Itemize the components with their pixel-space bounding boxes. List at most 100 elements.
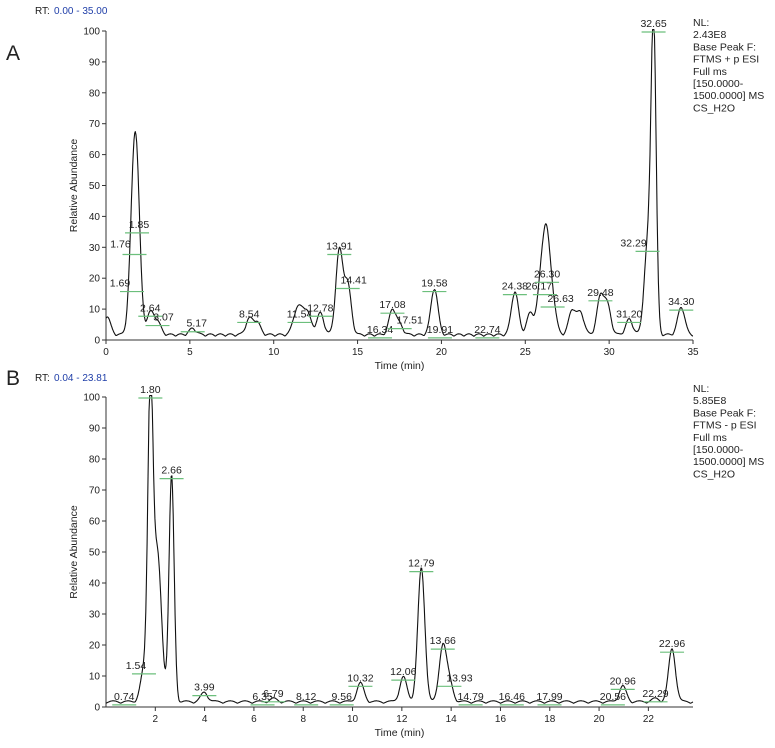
- peak-label: 1.54: [126, 660, 147, 672]
- x-tick-label: 4: [202, 714, 208, 725]
- x-tick-label: 8: [300, 714, 306, 725]
- y-axis-title: Relative Abundance: [68, 505, 80, 599]
- peak-label: 2.66: [161, 465, 182, 477]
- peak-label: 32.65: [640, 18, 666, 30]
- y-tick-label: 20: [89, 274, 101, 285]
- x-tick-label: 22: [643, 714, 655, 725]
- chromatogram-trace: [105, 394, 694, 704]
- peak-label: 13.66: [430, 635, 456, 647]
- peak-label: 11.54: [287, 308, 313, 320]
- peak-label: 32.29: [620, 237, 646, 249]
- rt-label: RT:: [35, 6, 50, 17]
- info-line: 1500.0000] MS: [693, 456, 764, 468]
- peak-label: 3.99: [194, 682, 215, 694]
- y-axis-title: Relative Abundance: [68, 139, 80, 233]
- panel-letter: A: [6, 42, 20, 65]
- panel-letter: B: [6, 367, 20, 390]
- info-line: [150.0000-: [693, 444, 744, 456]
- peak-label: 26.63: [547, 293, 573, 305]
- peak-label: 9.56: [331, 691, 352, 703]
- y-tick-label: 50: [89, 181, 101, 192]
- x-tick-label: 2: [153, 714, 159, 725]
- peak-label: 5.17: [186, 318, 207, 330]
- info-line: FTMS + p ESI: [693, 54, 759, 66]
- y-tick-label: 80: [89, 88, 101, 99]
- x-tick-label: 10: [268, 347, 280, 358]
- y-tick-label: 30: [89, 243, 101, 254]
- peak-label: 8.54: [239, 308, 260, 320]
- peak-label: 26.30: [534, 268, 560, 280]
- x-axis-title: Time (min): [375, 360, 425, 372]
- y-tick-label: 100: [83, 27, 100, 38]
- x-tick-label: 6: [251, 714, 257, 725]
- peak-label: 1.76: [110, 238, 131, 250]
- rt-range: 0.04 - 23.81: [54, 373, 108, 384]
- peak-label: 3.07: [153, 312, 174, 324]
- peak-label: 1.69: [110, 278, 131, 290]
- info-line: 1500.0000] MS: [693, 90, 764, 102]
- peak-label: 1.80: [140, 384, 161, 396]
- y-tick-label: 60: [89, 517, 101, 528]
- info-line: 2.43E8: [693, 29, 726, 41]
- peak-label: 20.96: [610, 675, 636, 687]
- info-line: NL:: [693, 383, 709, 395]
- peak-label: 17.99: [536, 691, 562, 703]
- y-tick-label: 50: [89, 548, 101, 559]
- peak-label: 34.30: [668, 296, 694, 308]
- info-line: Base Peak F:: [693, 407, 756, 419]
- peak-label: 12.78: [307, 302, 333, 314]
- rt-label: RT:: [35, 373, 50, 384]
- chromatogram-trace: [105, 28, 694, 337]
- peak-label: 13.93: [446, 672, 472, 684]
- peak-label: 10.32: [347, 672, 373, 684]
- peak-label: 29.48: [587, 287, 613, 299]
- info-line: [150.0000-: [693, 78, 744, 90]
- peak-label: 22.96: [659, 638, 685, 650]
- y-tick-label: 90: [89, 424, 101, 435]
- y-tick-label: 30: [89, 610, 101, 621]
- peak-label: 16.34: [367, 324, 393, 336]
- y-tick-label: 80: [89, 455, 101, 466]
- x-tick-label: 14: [446, 714, 458, 725]
- x-tick-label: 30: [604, 347, 616, 358]
- panel-a-chart: A RT: 0.00 - 35.00 0 10 20 30 40 50 60 70 80 90 100 0 5…: [6, 6, 764, 372]
- x-tick-label: 0: [103, 347, 109, 358]
- info-line: CS_H2O: [693, 102, 735, 114]
- peak-label: 17.51: [397, 315, 423, 327]
- x-axis-title: Time (min): [375, 727, 425, 739]
- y-tick-label: 90: [89, 57, 101, 68]
- y-tick-label: 10: [89, 672, 101, 683]
- x-tick-label: 15: [352, 347, 364, 358]
- peak-label: 17.08: [379, 299, 405, 311]
- peak-label: 6.35: [252, 691, 273, 703]
- panel-b-chart: B RT: 0.04 - 23.81 0 10 20 30 40 50 60 70 80 90 100 2 4…: [6, 367, 764, 739]
- peak-label: 0.74: [114, 691, 135, 703]
- x-tick-label: 35: [687, 347, 699, 358]
- x-tick-label: 20: [594, 714, 606, 725]
- peak-label: 14.79: [457, 691, 483, 703]
- peak-label: 16.46: [499, 691, 525, 703]
- peak-label: 19.91: [427, 324, 453, 336]
- x-tick-label: 12: [396, 714, 408, 725]
- x-tick-label: 5: [187, 347, 193, 358]
- y-tick-label: 20: [89, 641, 101, 652]
- y-tick-label: 40: [89, 212, 101, 223]
- peak-label: 12.79: [408, 558, 434, 570]
- info-line: FTMS - p ESI: [693, 420, 757, 432]
- peak-label: 22.74: [474, 324, 500, 336]
- y-tick-label: 10: [89, 305, 101, 316]
- peak-label: 24.38: [502, 281, 528, 293]
- peak-label: 19.58: [421, 278, 447, 290]
- y-tick-label: 70: [89, 119, 101, 130]
- peak-label: 26.17: [526, 281, 552, 293]
- x-tick-label: 20: [436, 347, 448, 358]
- y-tick-label: 100: [83, 393, 100, 404]
- info-line: Base Peak F:: [693, 41, 756, 53]
- info-line: Full ms: [693, 432, 727, 444]
- x-tick-label: 25: [520, 347, 532, 358]
- y-tick-label: 40: [89, 579, 101, 590]
- peak-label: 1.85: [129, 219, 150, 231]
- y-tick-label: 0: [94, 336, 100, 347]
- peak-label: 6.79: [263, 688, 284, 700]
- y-tick-label: 70: [89, 486, 101, 497]
